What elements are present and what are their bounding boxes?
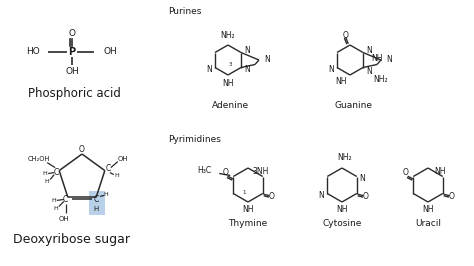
Text: Uracil: Uracil	[415, 218, 441, 227]
Text: N: N	[360, 174, 365, 183]
Text: 1: 1	[242, 190, 246, 196]
Text: H: H	[52, 198, 56, 203]
Text: C: C	[54, 168, 59, 177]
Text: CH₂OH: CH₂OH	[28, 156, 50, 161]
Text: OH: OH	[59, 217, 69, 222]
Text: NH: NH	[222, 78, 234, 88]
Text: H: H	[93, 206, 99, 213]
Text: H: H	[104, 192, 109, 197]
Text: Adenine: Adenine	[211, 101, 248, 110]
Text: O: O	[269, 192, 274, 201]
Text: C: C	[105, 164, 110, 173]
Text: N: N	[386, 56, 392, 64]
Text: O: O	[69, 30, 75, 39]
Text: N: N	[244, 65, 250, 74]
Text: H₃C: H₃C	[197, 166, 211, 175]
Text: Cytosine: Cytosine	[322, 218, 362, 227]
Text: N: N	[366, 46, 372, 55]
Text: Thymine: Thymine	[228, 218, 268, 227]
Text: H: H	[45, 179, 50, 184]
Text: Phosphoric acid: Phosphoric acid	[27, 88, 120, 101]
Text: N: N	[206, 65, 212, 74]
Text: H: H	[43, 171, 47, 176]
Text: O: O	[343, 31, 349, 39]
Text: OH: OH	[118, 156, 128, 161]
Text: O: O	[449, 192, 455, 201]
Text: C: C	[93, 195, 99, 204]
Text: OH: OH	[65, 68, 79, 77]
Text: N: N	[366, 67, 372, 76]
Text: 3: 3	[228, 61, 232, 66]
Text: Guanine: Guanine	[335, 101, 373, 110]
Text: HO: HO	[26, 48, 40, 56]
Text: O: O	[79, 144, 85, 153]
Text: NH: NH	[336, 206, 348, 214]
Text: O: O	[222, 168, 228, 177]
Text: NH: NH	[422, 206, 434, 214]
Text: C: C	[62, 195, 67, 204]
Text: N: N	[244, 46, 250, 55]
Text: N: N	[328, 65, 334, 74]
Text: O: O	[402, 168, 408, 177]
Text: Pyrimidines: Pyrimidines	[168, 135, 221, 144]
Text: P: P	[68, 47, 75, 57]
Text: N: N	[264, 56, 270, 64]
Text: 3NH: 3NH	[252, 167, 268, 176]
Text: NH: NH	[242, 206, 254, 214]
Text: Deoxyribose sugar: Deoxyribose sugar	[13, 234, 130, 247]
Text: NH: NH	[336, 77, 347, 86]
Text: N: N	[319, 191, 324, 200]
Text: NH: NH	[434, 167, 446, 176]
Text: NH: NH	[371, 54, 383, 63]
Text: NH₂: NH₂	[373, 75, 388, 84]
Text: H: H	[54, 206, 58, 211]
Text: O: O	[363, 192, 369, 201]
Text: Purines: Purines	[168, 7, 201, 16]
Text: NH₂: NH₂	[337, 153, 352, 163]
Text: H: H	[114, 173, 119, 178]
Text: OH: OH	[104, 48, 118, 56]
Text: NH₂: NH₂	[221, 31, 235, 39]
Bar	[89, 192, 105, 215]
